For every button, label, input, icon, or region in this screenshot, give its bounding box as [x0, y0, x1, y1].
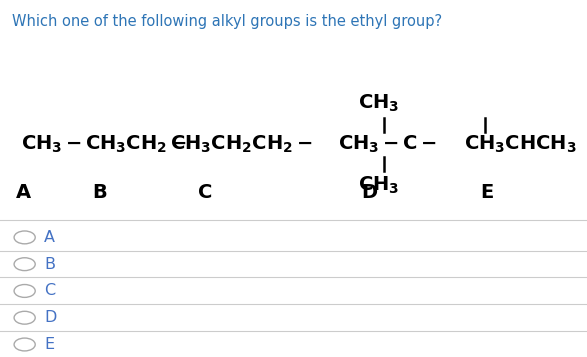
Text: B: B [92, 183, 107, 202]
Text: C: C [198, 183, 212, 202]
Text: Which one of the following alkyl groups is the ethyl group?: Which one of the following alkyl groups … [12, 14, 442, 29]
Text: E: E [481, 183, 494, 202]
Text: D: D [44, 310, 56, 325]
Text: A: A [44, 230, 55, 245]
Text: $\mathbf{CH_3CH_2-}$: $\mathbf{CH_3CH_2-}$ [85, 134, 187, 155]
Text: B: B [44, 257, 55, 272]
Text: D: D [362, 183, 378, 202]
Text: $\mathbf{CH_3-}$: $\mathbf{CH_3-}$ [21, 134, 82, 155]
Text: $\mathbf{CH_3CH_2CH_2-}$: $\mathbf{CH_3CH_2CH_2-}$ [170, 134, 313, 155]
Text: $\mathbf{CH_3CHCH_3}$: $\mathbf{CH_3CHCH_3}$ [464, 134, 576, 155]
Text: A: A [16, 183, 31, 202]
Text: $\mathbf{CH_3}$: $\mathbf{CH_3}$ [358, 175, 399, 196]
Text: E: E [44, 337, 54, 352]
Text: $\mathbf{CH_3}$: $\mathbf{CH_3}$ [358, 93, 399, 114]
Text: C: C [44, 283, 55, 298]
Text: $\mathbf{CH_3-C-}$: $\mathbf{CH_3-C-}$ [338, 134, 437, 155]
